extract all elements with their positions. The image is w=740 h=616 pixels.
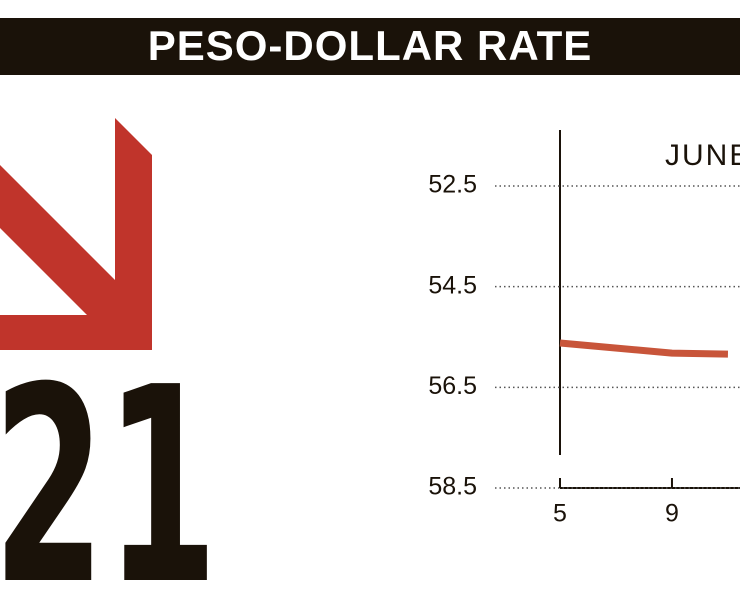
headline-group: 6.21 (0, 329, 218, 616)
period-label: JUNE (665, 139, 740, 172)
x-tick-label: 5 (553, 500, 567, 528)
y-tick-label: 56.5 (428, 372, 477, 400)
y-tick-label: 58.5 (428, 473, 477, 501)
title-bar (0, 18, 740, 75)
y-tick-label: 52.5 (428, 171, 477, 199)
y-tick-label: 54.5 (428, 271, 477, 299)
chart-title: PESO-DOLLAR RATE (148, 22, 593, 69)
down-arrow (0, 118, 152, 350)
x-tick-label: 9 (665, 500, 679, 528)
headline-value: 6.21 (0, 329, 218, 616)
rate-line (559, 339, 729, 358)
